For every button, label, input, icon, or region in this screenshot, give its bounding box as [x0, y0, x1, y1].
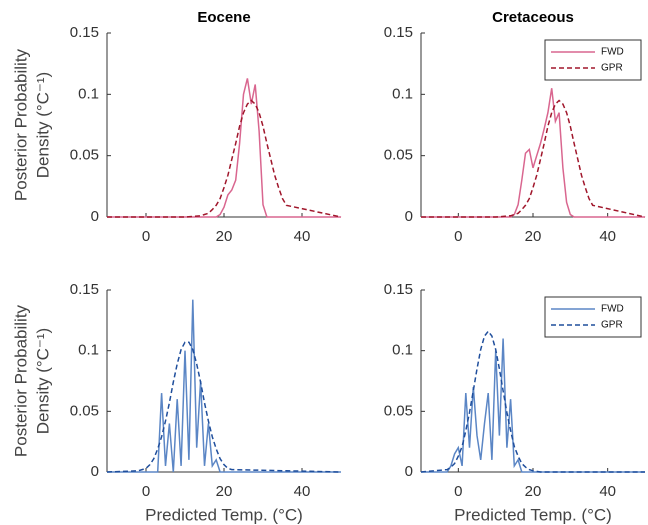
y-tick-label: 0.15	[70, 281, 99, 298]
series-line	[421, 99, 646, 218]
y-tick-label: 0.15	[384, 24, 413, 41]
series-line	[107, 99, 342, 218]
y-tick-label: 0	[405, 463, 413, 480]
x-tick-label: 40	[294, 483, 311, 500]
y-tick-label: 0.05	[384, 147, 413, 164]
y-tick-label: 0.1	[78, 342, 99, 359]
y-tick-label: 0.05	[70, 147, 99, 164]
y-tick-label: 0	[405, 208, 413, 225]
panel-title: Cretaceous	[492, 9, 574, 26]
y-tick-label: 0.15	[70, 24, 99, 41]
y-tick-label: 0.05	[70, 402, 99, 419]
series-line	[421, 338, 645, 473]
y-tick-label: 0.1	[392, 342, 413, 359]
y-axis-label: Density (°C⁻¹)	[33, 72, 52, 178]
x-tick-label: 20	[216, 228, 233, 245]
x-axis-label: Predicted Temp. (°C)	[145, 505, 303, 524]
legend-label: FWD	[601, 304, 624, 315]
y-axis-label: Density (°C⁻¹)	[33, 328, 52, 434]
x-tick-label: 40	[599, 483, 616, 500]
y-axis-label: Posterior Probability	[11, 48, 30, 201]
panel-title: Eocene	[197, 9, 250, 26]
x-tick-label: 0	[454, 483, 462, 500]
y-tick-label: 0	[91, 463, 99, 480]
x-tick-label: 0	[142, 483, 150, 500]
x-tick-label: 40	[294, 228, 311, 245]
y-tick-label: 0	[91, 208, 99, 225]
series-line	[107, 78, 341, 218]
legend-box	[544, 296, 642, 338]
y-tick-label: 0.05	[384, 402, 413, 419]
x-tick-label: 20	[216, 483, 233, 500]
x-tick-label: 20	[525, 228, 542, 245]
legend-label: GPR	[601, 63, 623, 74]
series-line	[106, 341, 342, 473]
x-tick-label: 40	[599, 228, 616, 245]
x-tick-label: 0	[454, 228, 462, 245]
series-line	[421, 88, 645, 218]
legend-box	[544, 39, 642, 81]
y-tick-label: 0.15	[384, 281, 413, 298]
y-tick-label: 0.1	[392, 85, 413, 102]
legend-label: FWD	[601, 47, 624, 58]
series-line	[420, 330, 645, 473]
y-axis-label: Posterior Probability	[11, 304, 30, 457]
series-line	[107, 299, 341, 473]
x-tick-label: 20	[525, 483, 542, 500]
y-tick-label: 0.1	[78, 85, 99, 102]
x-tick-label: 0	[142, 228, 150, 245]
legend-label: GPR	[601, 320, 623, 331]
x-axis-label: Predicted Temp. (°C)	[454, 505, 612, 524]
